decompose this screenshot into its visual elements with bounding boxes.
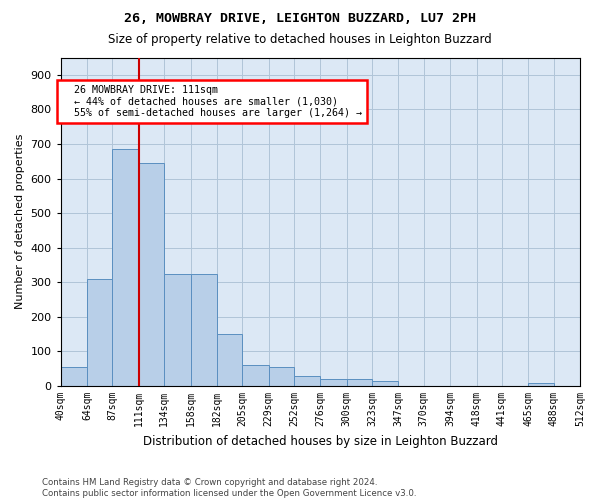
Text: 26 MOWBRAY DRIVE: 111sqm
  ← 44% of detached houses are smaller (1,030)
  55% of: 26 MOWBRAY DRIVE: 111sqm ← 44% of detach… (62, 85, 362, 118)
Bar (372, 381, 398, 386)
Y-axis label: Number of detached properties: Number of detached properties (15, 134, 25, 310)
X-axis label: Distribution of detached houses by size in Leighton Buzzard: Distribution of detached houses by size … (143, 434, 498, 448)
Text: Size of property relative to detached houses in Leighton Buzzard: Size of property relative to detached ho… (108, 32, 492, 46)
Bar (320, 379, 347, 386)
Bar (164, 274, 191, 386)
Bar (61, 367, 87, 386)
Bar (139, 163, 164, 386)
Bar (294, 376, 320, 386)
Bar (112, 149, 139, 386)
Bar (269, 367, 294, 386)
Bar (347, 379, 372, 386)
Bar (528, 382, 554, 386)
Bar (87, 279, 112, 386)
Text: Contains HM Land Registry data © Crown copyright and database right 2024.
Contai: Contains HM Land Registry data © Crown c… (42, 478, 416, 498)
Text: 26, MOWBRAY DRIVE, LEIGHTON BUZZARD, LU7 2PH: 26, MOWBRAY DRIVE, LEIGHTON BUZZARD, LU7… (124, 12, 476, 26)
Bar (191, 274, 217, 386)
Bar (217, 334, 242, 386)
Bar (242, 366, 269, 386)
